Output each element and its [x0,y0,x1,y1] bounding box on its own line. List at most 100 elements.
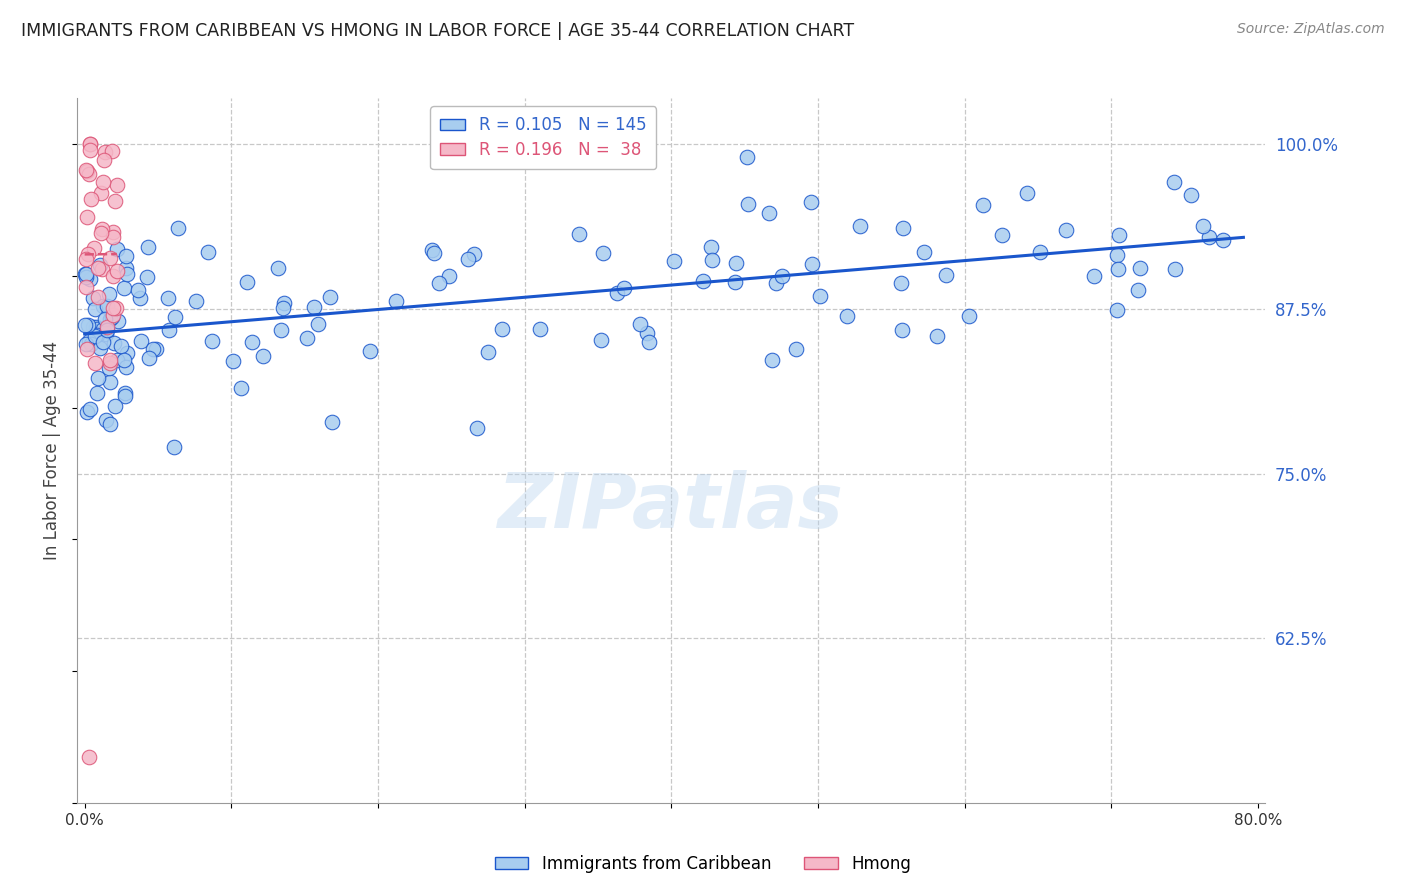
Point [267,260,290,275]
Point [465,420,488,434]
Point [128,291,150,305]
Y-axis label: In Labor Force | Age 35-44: In Labor Force | Age 35-44 [44,341,62,560]
Point [105,178,128,192]
Point [86,328,108,343]
Point [1129,261,1152,276]
Point [77,247,100,261]
Point [97,360,120,375]
Point [79,401,101,416]
Point [529,322,551,336]
Point [86,386,108,401]
Point [201,334,224,348]
Point [765,276,787,290]
Point [82,320,104,334]
Point [114,389,136,403]
Point [972,198,994,212]
Point [307,318,329,332]
Point [184,293,207,308]
Point [606,286,628,301]
Legend: Immigrants from Caribbean, Hmong: Immigrants from Caribbean, Hmong [488,848,918,880]
Point [252,349,274,363]
Point [83,302,105,317]
Point [270,322,292,336]
Point [80,193,103,207]
Point [700,240,723,254]
Point [890,323,912,337]
Point [835,309,858,323]
Point [84,329,107,343]
Point [77,334,100,348]
Point [613,281,636,295]
Point [849,219,872,234]
Point [112,281,135,295]
Point [589,333,612,347]
Point [724,275,747,289]
Point [427,276,450,290]
Point [1180,187,1202,202]
Point [737,196,759,211]
Point [84,356,107,370]
Point [79,137,101,152]
Point [463,247,485,261]
Point [91,221,114,235]
Point [142,342,165,356]
Point [157,291,180,305]
Point [75,337,97,351]
Point [664,254,686,268]
Point [79,167,101,181]
Point [82,291,104,305]
Point [197,244,219,259]
Point [800,195,823,210]
Point [91,261,114,276]
Point [761,352,783,367]
Point [136,269,159,284]
Point [101,308,124,322]
Point [628,317,651,331]
Point [912,245,935,260]
Point [101,301,124,315]
Point [75,280,97,294]
Point [477,344,499,359]
Point [136,240,159,254]
Point [98,356,121,370]
Point [893,220,915,235]
Point [104,399,127,413]
Point [96,319,118,334]
Point [1083,268,1105,283]
Point [94,145,117,160]
Point [105,243,128,257]
Point [1017,186,1039,200]
Point [115,249,138,263]
Point [319,290,342,304]
Point [957,309,980,323]
Point [117,346,139,360]
Point [101,310,124,324]
Point [94,312,117,326]
Point [86,319,108,334]
Point [1054,223,1077,237]
Point [1163,174,1185,188]
Point [105,264,128,278]
Point [567,227,589,241]
Point [91,334,114,349]
Point [138,351,160,366]
Text: ZIPatlas: ZIPatlas [498,470,845,544]
Point [724,256,747,270]
Point [758,206,780,220]
Point [79,143,101,157]
Point [89,341,111,355]
Point [273,296,295,310]
Point [76,405,98,419]
Point [166,221,188,235]
Point [1198,230,1220,244]
Point [384,294,406,309]
Point [98,417,121,431]
Point [1108,228,1130,243]
Point [770,268,793,283]
Point [103,268,125,283]
Point [75,252,97,266]
Point [271,301,294,316]
Point [104,194,127,209]
Point [236,275,259,289]
Point [157,323,180,337]
